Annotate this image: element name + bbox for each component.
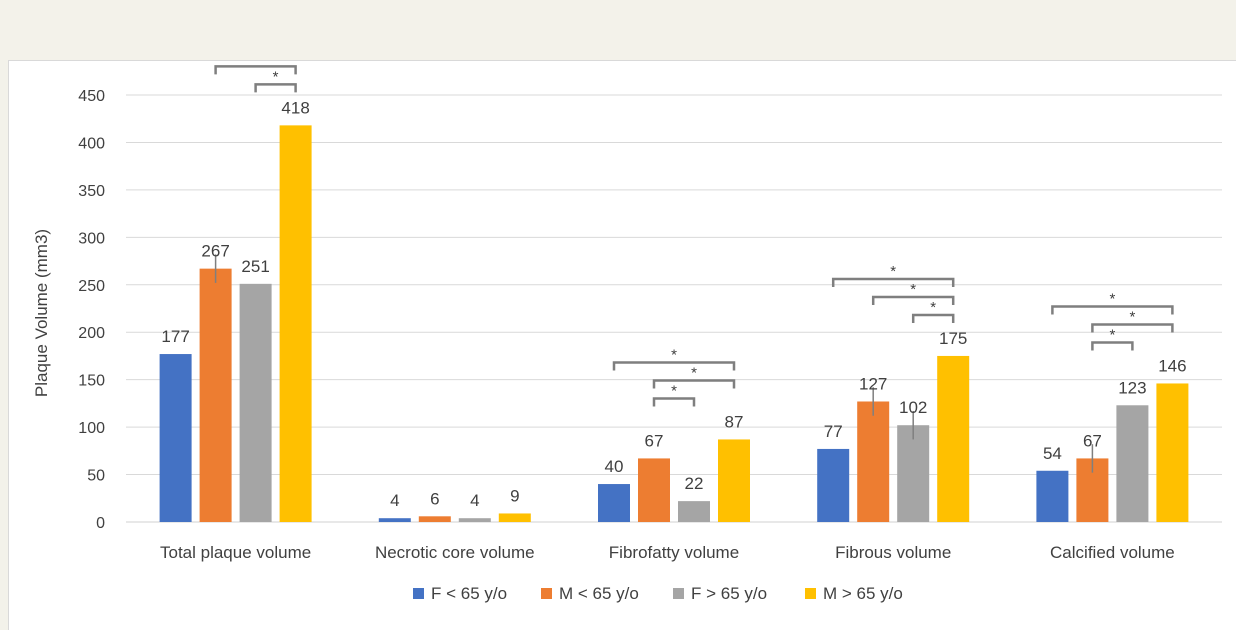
bar: [279, 125, 312, 522]
significance-bracket: [652, 379, 736, 389]
bar: [1116, 405, 1149, 522]
significance-bracket: [612, 361, 736, 371]
legend: F < 65 y/o M < 65 y/o F > 65 y/o M > 65 y/o: [413, 584, 903, 603]
data-label: 67: [645, 431, 664, 450]
y-tick-label: 400: [78, 135, 105, 152]
data-label: 146: [1158, 356, 1186, 375]
data-labels: 177 4 40 77 54 267 6 67 127 67 251 4 22 102 123 418 9 87 1…: [161, 98, 1186, 510]
legend-swatch: [805, 588, 816, 599]
data-label: 67: [1083, 431, 1102, 450]
y-tick-label: 0: [96, 515, 105, 532]
significance-star: *: [1109, 326, 1115, 343]
significance-brackets: ************: [214, 61, 1174, 407]
legend-label: M < 65 y/o: [559, 584, 639, 603]
data-label: 4: [390, 491, 399, 510]
y-tick-label: 200: [78, 325, 105, 342]
bar: [378, 518, 411, 522]
legend-label: F < 65 y/o: [431, 584, 507, 603]
y-axis-ticks: 0 50 100 150 200 250 300 350 400 450: [78, 88, 105, 532]
significance-star: *: [273, 68, 279, 85]
legend-swatch: [673, 588, 684, 599]
data-label: 9: [510, 486, 519, 505]
y-axis-title: Plaque Volume (mm3): [32, 229, 51, 397]
significance-star: *: [1129, 308, 1135, 325]
bar: [638, 458, 670, 522]
legend-swatch: [413, 588, 424, 599]
significance-star: *: [253, 61, 259, 67]
significance-star: *: [1109, 290, 1115, 307]
data-label: 4: [470, 491, 479, 510]
data-label: 77: [824, 422, 843, 441]
significance-bracket: [1051, 305, 1174, 315]
significance-bracket: [871, 295, 955, 305]
significance-star: *: [930, 299, 936, 316]
significance-bracket: [1091, 323, 1174, 333]
y-tick-label: 50: [87, 468, 105, 485]
x-category-label: Fibrous volume: [835, 543, 951, 562]
data-label: 54: [1043, 444, 1062, 463]
bar: [598, 484, 630, 522]
data-label: 102: [899, 398, 927, 417]
bar: [498, 513, 531, 522]
legend-label: M > 65 y/o: [823, 584, 903, 603]
bar: [199, 268, 232, 522]
x-category-label: Necrotic core volume: [375, 543, 535, 562]
data-label: 267: [201, 242, 229, 261]
bar: [897, 425, 930, 522]
bar: [678, 501, 710, 522]
significance-bracket: [911, 313, 955, 323]
error-bars: [214, 254, 1094, 473]
significance-bracket: [831, 277, 955, 287]
data-label: 40: [605, 457, 624, 476]
significance-bracket: [254, 83, 297, 93]
data-label: 127: [859, 374, 887, 393]
data-label: 22: [685, 474, 704, 493]
significance-star: *: [910, 281, 916, 298]
bar: [458, 518, 491, 522]
y-tick-label: 150: [78, 373, 105, 390]
x-category-label: Fibrofatty volume: [609, 543, 739, 562]
bar: [239, 283, 272, 522]
significance-bracket: [214, 65, 297, 75]
bar: [418, 516, 451, 522]
data-label: 123: [1118, 378, 1146, 397]
bar: [1156, 383, 1189, 522]
data-label: 418: [281, 98, 309, 117]
significance-bracket: [1091, 341, 1134, 351]
significance-star: *: [671, 346, 677, 363]
y-tick-label: 250: [78, 278, 105, 295]
legend-label: F > 65 y/o: [691, 584, 767, 603]
y-tick-label: 300: [78, 230, 105, 247]
significance-star: *: [691, 364, 697, 381]
x-category-label: Calcified volume: [1050, 543, 1175, 562]
bar: [1036, 470, 1069, 522]
bar: [937, 355, 970, 522]
y-tick-label: 100: [78, 420, 105, 437]
data-label: 175: [939, 329, 967, 348]
x-axis-categories: Total plaque volume Necrotic core volume F…: [160, 543, 1175, 562]
bar: [159, 354, 192, 522]
y-tick-label: 350: [78, 183, 105, 200]
significance-star: *: [671, 382, 677, 399]
bar: [857, 401, 890, 522]
bar-chart: 0 50 100 150 200 250 300 350 400 450 177 4 40 77 54 26…: [32, 61, 1222, 603]
data-label: 87: [725, 412, 744, 431]
bar: [718, 439, 750, 522]
significance-star: *: [890, 263, 896, 280]
bar: [817, 448, 850, 522]
data-label: 6: [430, 489, 439, 508]
legend-swatch: [541, 588, 552, 599]
data-label: 251: [241, 257, 269, 276]
bars: [159, 125, 1189, 522]
x-category-label: Total plaque volume: [160, 543, 311, 562]
data-label: 177: [161, 327, 189, 346]
chart-frame: 0 50 100 150 200 250 300 350 400 450 177 4 40 77 54 26…: [8, 60, 1236, 630]
significance-bracket: [652, 397, 696, 407]
y-tick-label: 450: [78, 88, 105, 105]
